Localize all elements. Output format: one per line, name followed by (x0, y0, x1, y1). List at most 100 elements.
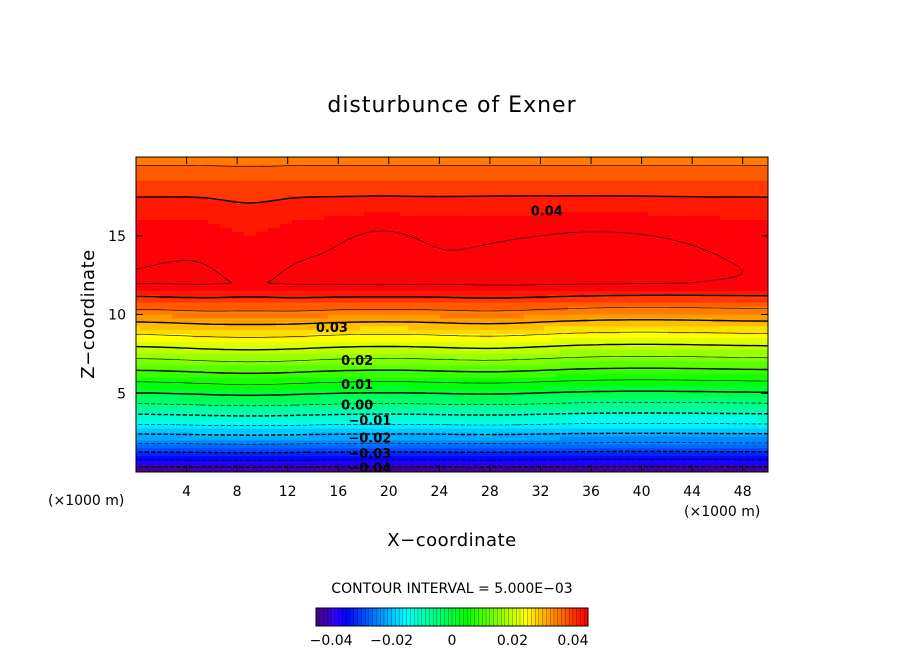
field-cell (524, 267, 529, 272)
field-cell (572, 240, 577, 245)
field-cell (340, 263, 345, 268)
field-cell (608, 259, 613, 264)
field-cell (268, 216, 273, 221)
field-cell (220, 244, 225, 249)
field-cell (652, 248, 657, 253)
field-cell (504, 236, 509, 241)
field-cell (748, 185, 753, 190)
field-cell (732, 244, 737, 249)
field-cell (336, 208, 341, 213)
field-cell (372, 204, 377, 209)
field-cell (592, 224, 597, 229)
field-cell (616, 173, 621, 178)
field-cell (752, 271, 757, 276)
field-cell (404, 204, 409, 209)
field-cell (184, 236, 189, 241)
field-cell (700, 263, 705, 268)
field-cell (216, 275, 221, 280)
field-cell (384, 220, 389, 225)
field-cell (464, 232, 469, 237)
field-cell (208, 181, 213, 186)
field-cell (588, 220, 593, 225)
field-cell (424, 208, 429, 213)
field-cell (560, 228, 565, 233)
field-cell (236, 165, 241, 170)
field-cell (176, 224, 181, 229)
field-cell (600, 224, 605, 229)
field-cell (220, 252, 225, 257)
field-cell (468, 157, 473, 162)
field-cell (624, 204, 629, 209)
field-cell (376, 173, 381, 178)
field-cell (440, 169, 445, 174)
field-cell (184, 240, 189, 245)
field-cell (480, 200, 485, 205)
field-cell (656, 212, 661, 217)
field-cell (708, 157, 713, 162)
field-cell (652, 252, 657, 257)
field-cell (168, 208, 173, 213)
field-cell (744, 263, 749, 268)
field-cell (484, 259, 489, 264)
field-cell (368, 279, 373, 284)
field-cell (744, 244, 749, 249)
field-cell (296, 248, 301, 253)
field-cell (148, 177, 153, 182)
field-cell (364, 279, 369, 284)
field-cell (180, 204, 185, 209)
field-cell (344, 263, 349, 268)
field-cell (540, 220, 545, 225)
field-cell (664, 259, 669, 264)
field-cell (268, 157, 273, 162)
field-cell (564, 240, 569, 245)
field-cell (588, 252, 593, 257)
field-cell (700, 216, 705, 221)
field-cell (512, 196, 517, 201)
field-cell (424, 200, 429, 205)
field-cell (216, 200, 221, 205)
field-cell (600, 212, 605, 217)
field-cell (472, 200, 477, 205)
field-cell (436, 279, 441, 284)
field-cell (660, 232, 665, 237)
field-cell (264, 185, 269, 190)
field-cell (504, 189, 509, 194)
field-cell (552, 189, 557, 194)
field-cell (192, 275, 197, 280)
field-cell (708, 173, 713, 178)
field-cell (152, 259, 157, 264)
field-cell (628, 161, 633, 166)
field-cell (464, 212, 469, 217)
field-cell (200, 271, 205, 276)
field-cell (300, 252, 305, 257)
field-cell (248, 216, 253, 221)
field-cell (292, 220, 297, 225)
field-cell (484, 196, 489, 201)
field-cell (712, 224, 717, 229)
field-cell (304, 232, 309, 237)
field-cell (720, 248, 725, 253)
field-cell (248, 271, 253, 276)
field-cell (352, 252, 357, 257)
field-cell (488, 208, 493, 213)
field-cell (220, 165, 225, 170)
field-cell (412, 161, 417, 166)
field-cell (220, 204, 225, 209)
field-cell (312, 216, 317, 221)
field-cell (476, 204, 481, 209)
field-cell (228, 208, 233, 213)
field-cell (692, 252, 697, 257)
field-cell (288, 181, 293, 186)
field-cell (560, 259, 565, 264)
field-cell (444, 173, 449, 178)
field-cell (332, 224, 337, 229)
field-cell (416, 271, 421, 276)
field-cell (756, 232, 761, 237)
field-cell (264, 216, 269, 221)
field-cell (576, 240, 581, 245)
field-cell (620, 216, 625, 221)
field-cell (400, 279, 405, 284)
field-cell (620, 252, 625, 257)
field-cell (308, 248, 313, 253)
field-cell (460, 177, 465, 182)
